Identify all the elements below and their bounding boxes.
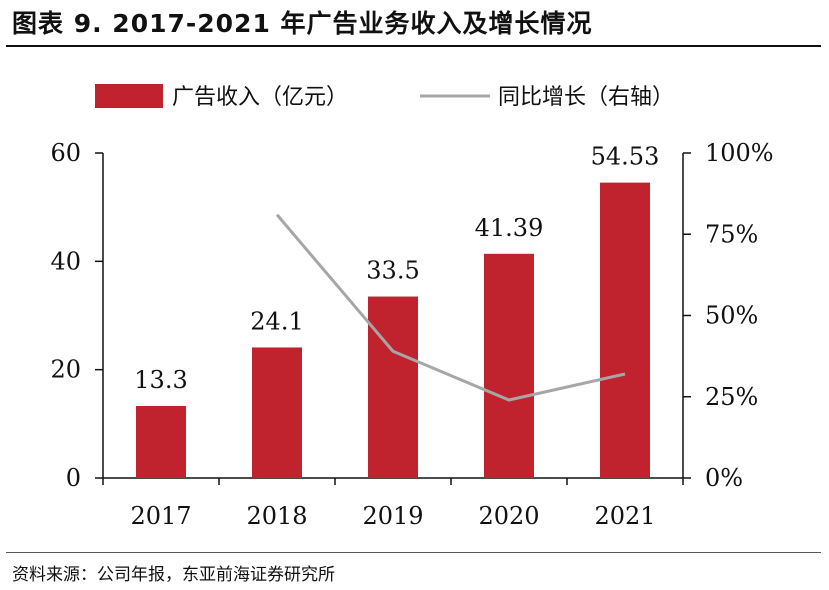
bar-value-label: 33.5 (366, 257, 419, 285)
chart-svg: 广告收入（亿元） 同比增长（右轴） 0 20 40 60 0% 25% 50% 75% 100% 20… (50, 84, 774, 530)
bar (368, 296, 418, 478)
legend-bar-swatch (95, 84, 163, 108)
bar (484, 253, 534, 478)
x-tick-label: 2020 (478, 502, 539, 530)
y-left-tick-label: 0 (66, 464, 81, 492)
bar-value-label: 24.1 (250, 307, 303, 335)
x-tick-label: 2021 (594, 502, 655, 530)
bar-value-label: 13.3 (134, 366, 187, 394)
source-note: 资料来源：公司年报，东亚前海证券研究所 (12, 565, 335, 585)
y-right-tick-label: 75% (705, 220, 758, 248)
chart-title: 图表 9. 2017-2021 年广告业务收入及增长情况 (12, 9, 593, 38)
y-left-tick-label: 40 (50, 247, 81, 275)
bar (252, 347, 302, 478)
y-right-tick-label: 0% (705, 464, 743, 492)
source-rule (6, 552, 821, 553)
legend-bar-label: 广告收入（亿元） (172, 85, 348, 110)
x-tick-label: 2017 (130, 502, 191, 530)
x-tick-label: 2018 (246, 502, 307, 530)
y-left-tick-label: 60 (50, 139, 81, 167)
bar (136, 405, 186, 478)
bar (600, 182, 650, 479)
y-right-tick-label: 25% (705, 383, 758, 411)
legend-line-label: 同比增长（右轴） (498, 85, 674, 110)
bar-value-label: 41.39 (475, 214, 544, 242)
bar-value-label: 54.53 (591, 143, 660, 171)
growth-line (275, 213, 626, 402)
y-left-tick-label: 20 (50, 356, 81, 384)
x-tick-label: 2019 (362, 502, 423, 530)
y-right-tick-label: 50% (705, 302, 758, 330)
title-rule (6, 45, 821, 47)
y-right-tick-label: 100% (705, 139, 774, 167)
